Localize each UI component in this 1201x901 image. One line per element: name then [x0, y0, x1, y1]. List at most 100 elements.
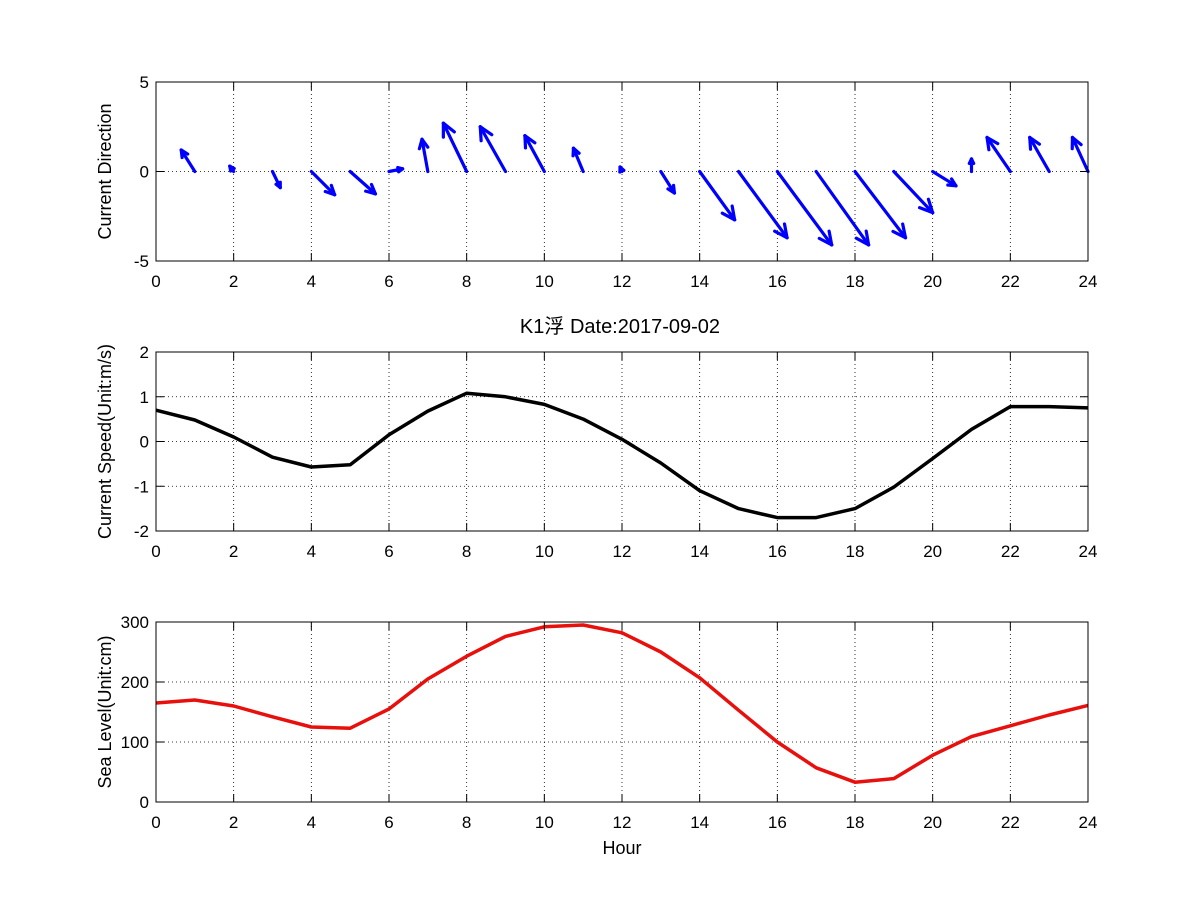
x-tick-label: 18	[846, 272, 865, 291]
vector-head-left	[773, 229, 789, 240]
vector-head-right	[985, 135, 991, 152]
direction-vector	[736, 169, 789, 240]
vector-head-right	[864, 229, 871, 247]
x-tick-label: 24	[1079, 272, 1098, 291]
x-tick-label: 20	[923, 542, 942, 561]
vector-head-left	[917, 206, 935, 215]
y-tick-label: 300	[121, 613, 149, 632]
vector-head-right	[671, 183, 677, 195]
x-tick-label: 8	[462, 813, 471, 832]
direction-vector	[814, 169, 871, 247]
direction-vector	[571, 146, 585, 174]
x-tick-label: 22	[1001, 813, 1020, 832]
y-tick-label: 0	[140, 163, 149, 182]
direction-vector	[387, 165, 405, 174]
direction-vector	[967, 157, 976, 174]
vector-shaft	[853, 169, 908, 240]
x-tick-label: 24	[1079, 813, 1098, 832]
x-tick-label: 8	[462, 542, 471, 561]
vector-shaft	[985, 135, 1012, 174]
vector-shaft	[1028, 135, 1051, 174]
vector-head-left	[985, 135, 1000, 146]
vector-shaft	[814, 169, 871, 247]
x-tick-label: 20	[923, 272, 942, 291]
vector-shaft	[659, 169, 677, 195]
vector-head-right	[179, 148, 184, 160]
x-axis-label: Hour	[602, 838, 641, 858]
vector-head-left	[441, 121, 456, 134]
vector-head-left	[891, 229, 908, 240]
x-tick-label: 4	[307, 542, 316, 561]
vector-head-right	[523, 134, 528, 150]
vector-head-right	[827, 229, 834, 247]
vector-shaft	[478, 125, 508, 174]
vector-shaft	[441, 121, 469, 174]
vector-shaft	[931, 169, 958, 188]
x-tick-label: 4	[307, 813, 316, 832]
x-tick-label: 16	[768, 542, 787, 561]
vector-head-right	[369, 182, 378, 196]
x-tick-label: 18	[846, 542, 865, 561]
x-tick-label: 18	[846, 813, 865, 832]
x-tick-label: 12	[613, 542, 632, 561]
vector-head-right	[1028, 135, 1033, 151]
y-tick-label: -5	[134, 252, 149, 271]
vector-shaft	[736, 169, 789, 240]
direction-vector	[985, 135, 1012, 174]
vector-shaft	[348, 169, 378, 196]
vector-shaft	[1070, 135, 1090, 174]
y-axis-label: Current Speed(Unit:m/s)	[95, 344, 115, 539]
vector-head-right	[417, 137, 424, 151]
x-tick-label: 8	[462, 272, 471, 291]
x-tick-label: 14	[690, 542, 709, 561]
vector-head-right	[228, 164, 233, 173]
x-tick-label: 12	[613, 272, 632, 291]
x-tick-label: 22	[1001, 272, 1020, 291]
vector-shaft	[309, 169, 337, 197]
y-tick-label: 0	[140, 433, 149, 452]
y-tick-label: -2	[134, 522, 149, 541]
direction-vector	[1070, 135, 1090, 174]
direction-vector	[698, 169, 737, 222]
direction-vector	[441, 121, 469, 174]
vector-shaft	[698, 169, 737, 222]
direction-vector	[1028, 135, 1051, 174]
direction-vector	[179, 148, 197, 174]
vector-head-right	[730, 204, 737, 222]
direction-vector	[853, 169, 908, 240]
x-tick-label: 10	[535, 542, 554, 561]
y-tick-label: 200	[121, 673, 149, 692]
direction-vector	[775, 169, 834, 247]
vector-head-right	[949, 177, 958, 188]
vector-head-right	[967, 157, 974, 166]
x-tick-label: 6	[384, 542, 393, 561]
vector-head-right	[396, 165, 405, 171]
x-tick-label: 6	[384, 272, 393, 291]
vector-head-left	[817, 236, 834, 247]
x-tick-label: 0	[151, 272, 160, 291]
x-tick-label: 0	[151, 542, 160, 561]
direction-vector	[618, 165, 626, 174]
direction-vector	[931, 169, 958, 188]
x-tick-label: 2	[229, 813, 238, 832]
x-tick-label: 2	[229, 272, 238, 291]
vector-head-right	[478, 125, 483, 143]
x-tick-label: 16	[768, 272, 787, 291]
vector-shaft	[892, 169, 935, 215]
x-tick-label: 10	[535, 813, 554, 832]
vector-head-right	[926, 197, 935, 215]
x-tick-label: 10	[535, 272, 554, 291]
vector-head-left	[720, 211, 737, 222]
data-series-line	[155, 391, 1089, 520]
direction-vector	[659, 169, 677, 195]
y-tick-label: 100	[121, 733, 149, 752]
x-tick-label: 22	[1001, 542, 1020, 561]
y-axis-label: Sea Level(Unit:cm)	[95, 635, 115, 788]
x-tick-label: 6	[384, 813, 393, 832]
vector-shaft	[179, 148, 197, 174]
vector-head-left	[854, 236, 871, 247]
vector-shaft	[420, 137, 430, 174]
vector-head-left	[478, 125, 494, 137]
